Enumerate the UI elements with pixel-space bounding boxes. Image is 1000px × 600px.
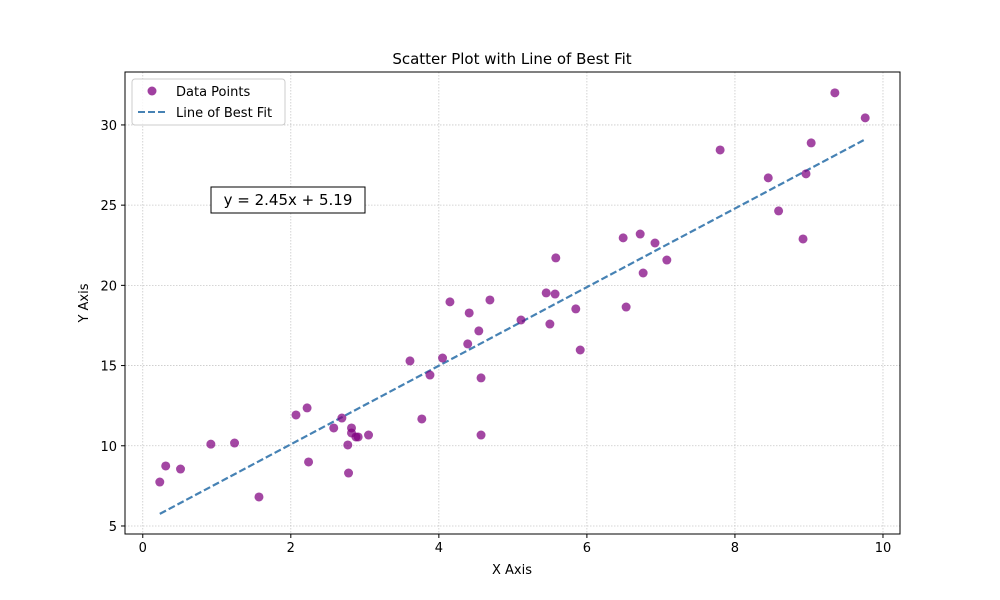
data-point [635, 229, 645, 239]
data-point [650, 238, 660, 248]
data-point [774, 206, 784, 216]
y-tick-label: 5 [109, 520, 117, 535]
legend-label-points: Data Points [176, 85, 250, 100]
plot-frame [124, 71, 901, 535]
legend-marker-points [147, 86, 157, 96]
data-point [575, 345, 585, 355]
y-tick-label: 25 [100, 199, 117, 214]
data-point [806, 138, 816, 148]
best-fit-line [159, 138, 866, 515]
legend-box [131, 78, 286, 126]
data-point [438, 353, 448, 363]
data-point [417, 414, 427, 424]
data-point [830, 88, 840, 98]
data-point [763, 173, 773, 183]
legend: Data Points Line of Best Fit [131, 78, 286, 126]
data-point [545, 319, 555, 329]
y-tick-label: 10 [100, 440, 117, 455]
data-point [405, 356, 415, 366]
grid [125, 72, 900, 534]
data-point [337, 413, 347, 423]
data-point [798, 234, 808, 244]
x-tick-label: 4 [435, 541, 443, 556]
x-axis-label: X Axis [492, 563, 532, 578]
data-point [302, 403, 312, 413]
data-point [474, 326, 484, 336]
data-point [329, 423, 339, 433]
data-point [176, 464, 186, 474]
data-point [551, 253, 561, 263]
data-point [485, 295, 495, 305]
data-point [618, 233, 628, 243]
y-tick-label: 20 [100, 279, 117, 294]
data-point [860, 113, 870, 123]
equation-annotation: y = 2.45x + 5.19 [210, 186, 366, 214]
data-points [155, 88, 870, 502]
data-point [343, 440, 353, 450]
y-tick-label: 30 [100, 119, 117, 134]
x-tick-label: 8 [731, 541, 739, 556]
data-point [541, 288, 551, 298]
best-fit-line-group [159, 138, 866, 515]
data-point [291, 410, 301, 420]
y-ticks: 5 10 15 20 25 30 [100, 119, 125, 535]
y-tick-label: 15 [100, 360, 117, 375]
data-point [638, 268, 648, 278]
x-ticks: 0 2 4 6 8 10 [139, 534, 892, 556]
data-point [662, 255, 672, 265]
data-point [304, 457, 314, 467]
equation-text: y = 2.45x + 5.19 [224, 191, 353, 209]
annotation-box [210, 186, 366, 214]
data-point [230, 438, 240, 448]
data-point [476, 373, 486, 383]
chart-title: Scatter Plot with Line of Best Fit [392, 50, 631, 68]
x-tick-label: 6 [583, 541, 591, 556]
data-point [364, 430, 374, 440]
y-axis-label: Y Axis [77, 283, 92, 323]
data-point [344, 468, 354, 478]
data-point [425, 370, 435, 380]
data-point [464, 308, 474, 318]
data-point [353, 432, 363, 442]
data-point [801, 169, 811, 179]
data-point [254, 492, 264, 502]
data-point [463, 339, 473, 349]
data-point [516, 315, 526, 325]
data-point [206, 439, 216, 449]
x-tick-label: 10 [875, 541, 892, 556]
data-point [476, 430, 486, 440]
data-point [571, 304, 581, 314]
data-point [715, 145, 725, 155]
data-point [445, 297, 455, 307]
x-tick-label: 2 [287, 541, 295, 556]
data-point [550, 289, 560, 299]
x-tick-label: 0 [139, 541, 147, 556]
data-point [161, 461, 171, 471]
legend-label-line: Line of Best Fit [176, 106, 272, 121]
data-point [155, 477, 165, 487]
data-point [621, 302, 631, 312]
